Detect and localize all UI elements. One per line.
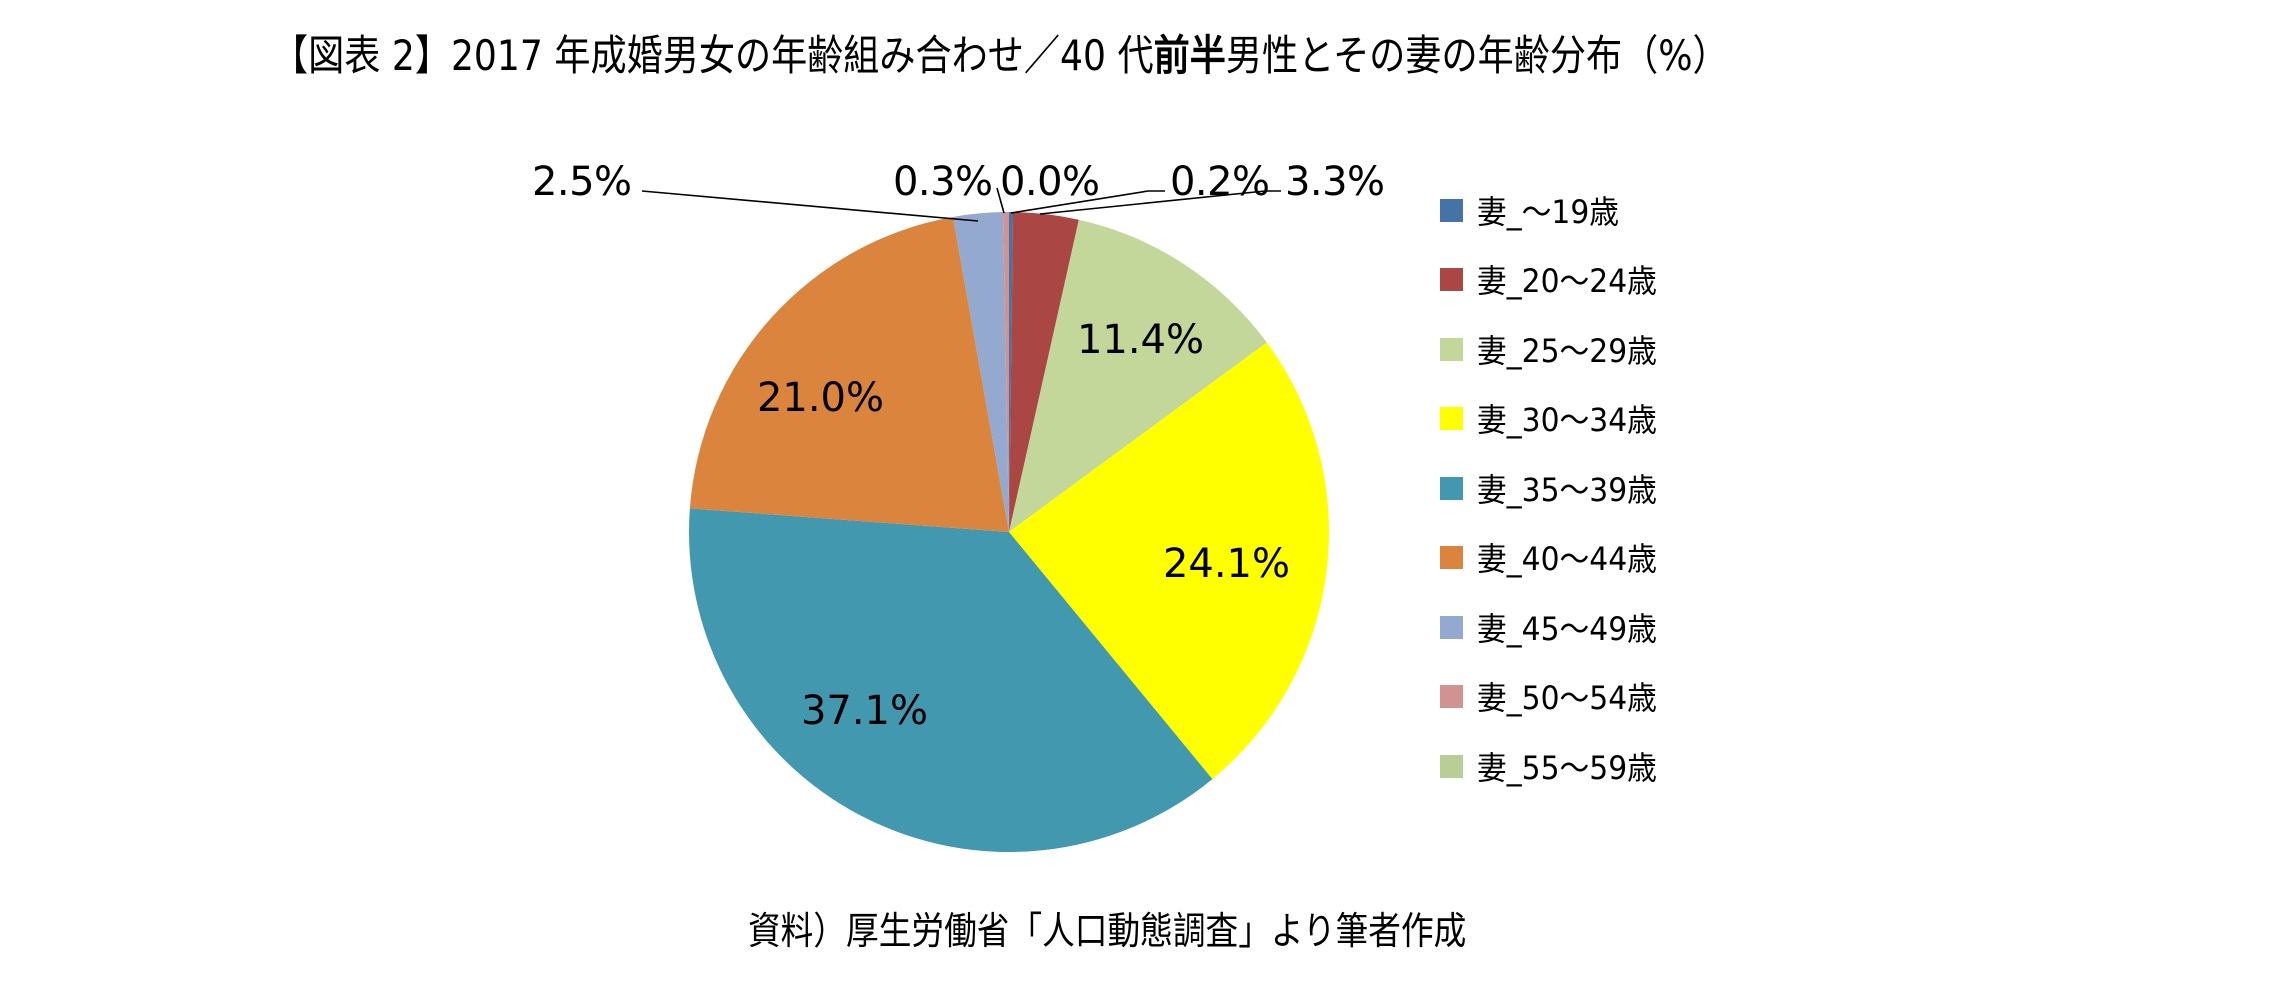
data-labels: 0.2% 3.3% 11.4% 24.1% 37.1% 21.0% 2.5% 0.3% 0.0%	[532, 159, 1385, 734]
legend-label: 妻_20～24歳	[1477, 262, 1657, 300]
leader-lines	[641, 187, 1281, 222]
data-label: 0.3%	[893, 159, 993, 205]
data-label: 11.4%	[1077, 317, 1204, 363]
legend-item: 妻_25～29歳	[1440, 329, 1670, 370]
leader-line	[1010, 190, 1165, 214]
pie-slice	[689, 216, 1009, 532]
legend-swatch-icon	[1440, 545, 1463, 569]
pie-slice	[1002, 212, 1009, 532]
legend-swatch-icon	[1440, 198, 1463, 222]
legend-item: 妻_40～44歳	[1440, 537, 1670, 578]
legend-label: 妻_45～49歳	[1477, 610, 1657, 648]
legend-item: 妻_55～59歳	[1440, 746, 1670, 787]
legend-item: 妻_50～54歳	[1440, 676, 1670, 717]
legend-label: 妻_50～54歳	[1477, 679, 1657, 717]
pie-slice	[1009, 219, 1267, 532]
source-note: 資料）厚生労働省「人口動態調査」より筆者作成	[748, 909, 1467, 953]
leader-line	[641, 190, 979, 222]
data-label: 0.2%	[1170, 159, 1270, 205]
pie-slice	[1009, 342, 1329, 780]
pie-slice	[952, 212, 1009, 533]
pie-slice	[1009, 212, 1014, 532]
legend-label: 妻_30～34歳	[1477, 401, 1657, 439]
legend-swatch-icon	[1440, 615, 1463, 639]
legend-swatch-icon	[1440, 337, 1463, 361]
legend-item: 妻_20～24歳	[1440, 259, 1670, 300]
title-prefix: 【図表 2】2017 年成婚男女の年齢組み合わせ／40 代	[272, 31, 1154, 80]
pie-slice	[1009, 212, 1079, 532]
legend-label: 妻_55～59歳	[1477, 749, 1657, 787]
title-suffix: 男性とその妻の年齢分布（%）	[1225, 31, 1729, 80]
leader-line	[1039, 190, 1281, 215]
legend-swatch-icon	[1440, 684, 1463, 708]
legend-swatch-icon	[1440, 476, 1463, 500]
legend-swatch-icon	[1440, 267, 1463, 291]
data-label: 37.1%	[801, 688, 928, 734]
data-label: 3.3%	[1285, 159, 1385, 205]
legend-item: 妻_30～34歳	[1440, 398, 1670, 439]
legend-label: 妻_25～29歳	[1477, 332, 1657, 370]
data-label: 2.5%	[532, 159, 632, 205]
data-label: 24.1%	[1163, 541, 1290, 587]
legend-label: 妻_～19歳	[1477, 193, 1620, 231]
legend-item: 妻_35～39歳	[1440, 468, 1670, 509]
legend-label: 妻_40～44歳	[1477, 540, 1657, 578]
leader-line	[996, 187, 1005, 214]
legend-swatch-icon	[1440, 754, 1463, 778]
legend-label: 妻_35～39歳	[1477, 471, 1657, 509]
pie-slices	[689, 212, 1329, 852]
data-label: 21.0%	[757, 375, 884, 421]
chart-title: 【図表 2】2017 年成婚男女の年齢組み合わせ／40 代前半男性とその妻の年齢…	[272, 26, 1729, 86]
legend-item: 妻_～19歳	[1440, 190, 1630, 231]
legend-swatch-icon	[1440, 406, 1463, 430]
pie-slice	[689, 508, 1213, 852]
title-bold: 前半	[1153, 31, 1226, 80]
data-label: 0.0%	[1000, 159, 1100, 205]
legend-item: 妻_45～49歳	[1440, 607, 1670, 648]
